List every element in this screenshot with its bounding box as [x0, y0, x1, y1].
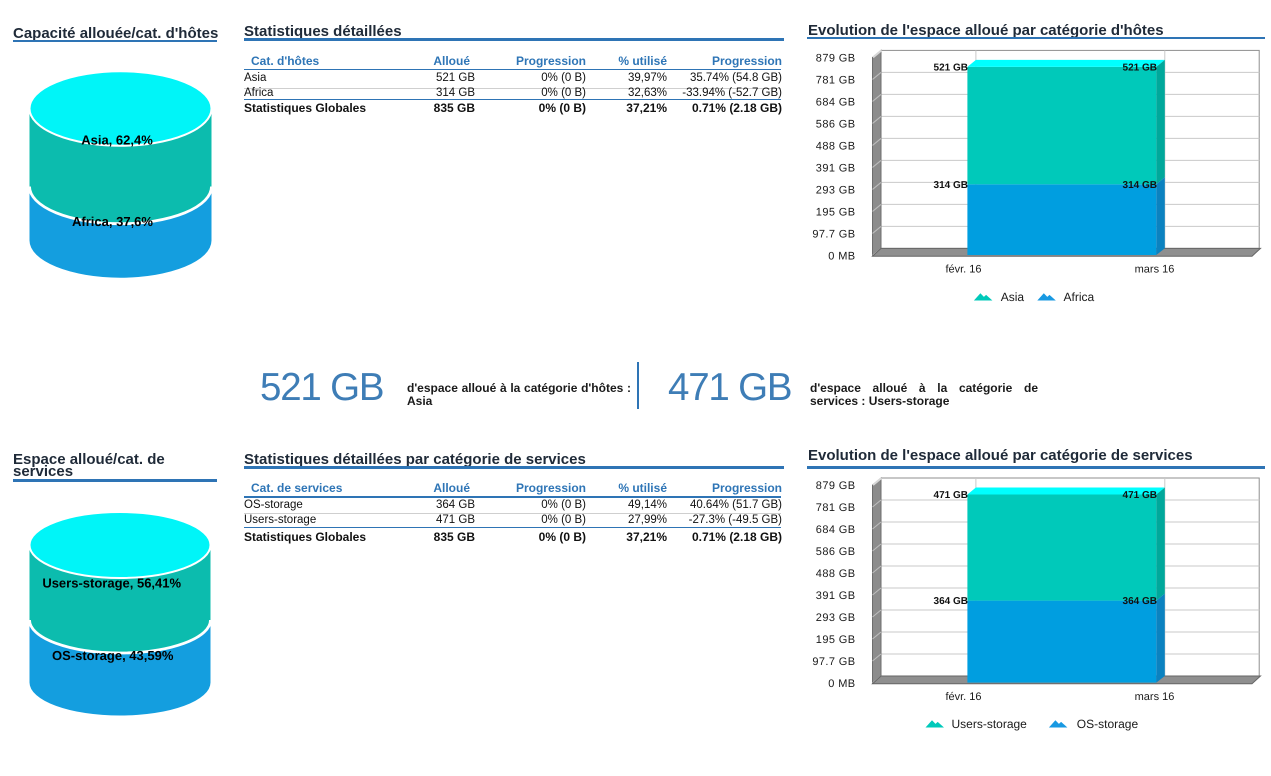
svg-text:févr. 16: févr. 16: [945, 264, 981, 276]
svg-text:Asia, 62,4%: Asia, 62,4%: [81, 133, 153, 148]
svg-text:364 GB: 364 GB: [934, 596, 968, 607]
svg-text:314 GB: 314 GB: [934, 180, 968, 191]
svg-text:471 GB: 471 GB: [1123, 490, 1157, 501]
svg-text:314 GB: 314 GB: [1123, 180, 1157, 191]
svg-text:Africa, 37,6%: Africa, 37,6%: [72, 214, 153, 229]
svg-text:0 MB: 0 MB: [828, 250, 855, 262]
svg-text:97.7 GB: 97.7 GB: [812, 228, 855, 240]
svg-text:684 GB: 684 GB: [816, 524, 856, 536]
svg-text:Users-storage: Users-storage: [952, 717, 1028, 731]
svg-text:521 GB: 521 GB: [1123, 63, 1157, 74]
svg-text:684 GB: 684 GB: [816, 96, 856, 108]
svg-text:391 GB: 391 GB: [816, 162, 856, 174]
svg-text:879 GB: 879 GB: [816, 52, 856, 64]
svg-text:OS-storage: OS-storage: [1077, 717, 1139, 731]
svg-text:0 MB: 0 MB: [828, 678, 855, 690]
svg-text:févr. 16: févr. 16: [945, 691, 981, 703]
svg-text:195 GB: 195 GB: [816, 206, 856, 218]
svg-text:Users-storage, 56,41%: Users-storage, 56,41%: [42, 576, 181, 591]
svg-text:488 GB: 488 GB: [816, 568, 856, 580]
svg-text:586 GB: 586 GB: [816, 118, 856, 130]
svg-text:OS-storage, 43,59%: OS-storage, 43,59%: [52, 648, 174, 663]
svg-text:97.7 GB: 97.7 GB: [812, 656, 855, 668]
svg-text:391 GB: 391 GB: [816, 590, 856, 602]
svg-text:781 GB: 781 GB: [816, 502, 856, 514]
svg-text:364 GB: 364 GB: [1123, 596, 1157, 607]
svg-text:195 GB: 195 GB: [816, 634, 856, 646]
svg-text:586 GB: 586 GB: [816, 546, 856, 558]
svg-text:293 GB: 293 GB: [816, 184, 856, 196]
svg-text:488 GB: 488 GB: [816, 140, 856, 152]
svg-text:471 GB: 471 GB: [934, 490, 968, 501]
svg-text:521 GB: 521 GB: [934, 63, 968, 74]
svg-text:Asia: Asia: [1001, 290, 1025, 304]
svg-text:mars 16: mars 16: [1135, 691, 1175, 703]
svg-text:879 GB: 879 GB: [816, 480, 856, 492]
svg-text:781 GB: 781 GB: [816, 74, 856, 86]
svg-text:mars 16: mars 16: [1135, 264, 1175, 276]
svg-text:293 GB: 293 GB: [816, 612, 856, 624]
svg-text:Africa: Africa: [1064, 290, 1095, 304]
